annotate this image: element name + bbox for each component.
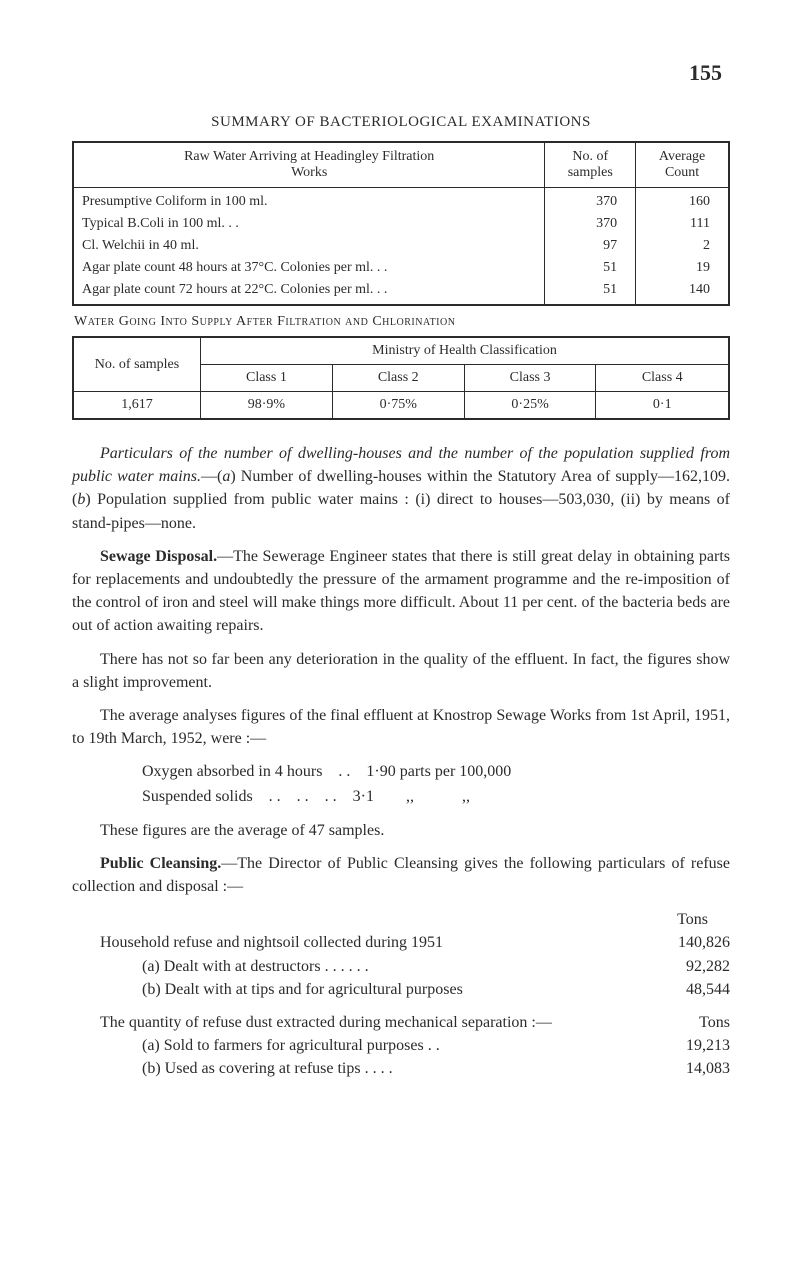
sewage-heading: Sewage Disposal. (100, 548, 217, 565)
t2-h-samples: No. of samples (73, 337, 201, 392)
t1-body: Presumptive Coliform in 100 ml. 370 160 … (73, 188, 729, 306)
table-row: 1,617 98·9% 0·75% 0·25% 0·1 (73, 392, 729, 420)
list-item: (a) Dealt with at destructors . . . . . … (72, 955, 730, 978)
household-line: Household refuse and nightsoil collected… (72, 931, 443, 954)
tons-block-1: Tons Household refuse and nightsoil coll… (72, 908, 730, 1001)
household-val: 140,826 (650, 931, 730, 954)
list-item: (a) Sold to farmers for agricultural pur… (72, 1034, 730, 1057)
dealt-a: (a) Dealt with at destructors . . . . . … (72, 955, 369, 978)
t2-v-c4: 0·1 (596, 392, 729, 420)
list-item: (b) Used as covering at refuse tips . . … (72, 1057, 730, 1080)
table-row: Agar plate count 72 hours at 22°C. Colon… (73, 279, 729, 305)
dealt-b-val: 48,544 (650, 978, 730, 1001)
t2-h-c4: Class 4 (596, 365, 729, 392)
t1-c3: 160 (636, 188, 729, 214)
t1-c3: 140 (636, 279, 729, 305)
t2-title: Water Going Into Supply After Filtration… (74, 314, 730, 330)
t1-c2: 51 (545, 257, 636, 279)
para-effluent: There has not so far been any deteriorat… (72, 648, 730, 694)
t1-c2: 370 (545, 213, 636, 235)
qty-row: The quantity of refuse dust extracted du… (72, 1011, 730, 1034)
used-b: (b) Used as covering at refuse tips . . … (72, 1057, 393, 1080)
t1-c2: 370 (545, 188, 636, 214)
tons-header: Tons (72, 908, 730, 931)
table-row: Agar plate count 48 hours at 37°C. Colon… (73, 257, 729, 279)
table-row: Presumptive Coliform in 100 ml. 370 160 (73, 188, 729, 214)
table-row: No. of samples Ministry of Health Classi… (73, 337, 729, 365)
t2-ministry-head: Ministry of Health Classification (201, 337, 730, 365)
t1-label: Cl. Welchii in 40 ml. (73, 235, 545, 257)
t1-header-main: Raw Water Arriving at Headingley Filtrat… (73, 142, 545, 188)
t1-c2: 97 (545, 235, 636, 257)
t1-c3: 2 (636, 235, 729, 257)
t2-h-c3: Class 3 (464, 365, 596, 392)
para-sewage: Sewage Disposal.—The Sewerage Engineer s… (72, 545, 730, 638)
t1-c3: 111 (636, 213, 729, 235)
table-row: Typical B.Coli in 100 ml. . . 370 111 (73, 213, 729, 235)
para-47: These figures are the average of 47 samp… (72, 819, 730, 842)
t2-v-samples: 1,617 (73, 392, 201, 420)
summary-title: SUMMARY OF BACTERIOLOGICAL EXAMINATIONS (72, 114, 730, 131)
t1-header-main-l2: Works (291, 165, 327, 180)
dealt-a-val: 92,282 (650, 955, 730, 978)
t1-c2: 51 (545, 279, 636, 305)
t2-h-c1: Class 1 (201, 365, 333, 392)
document-page: 155 SUMMARY OF BACTERIOLOGICAL EXAMINATI… (0, 0, 800, 1141)
para-particulars: Particulars of the number of dwelling-ho… (72, 442, 730, 535)
t1-label: Typical B.Coli in 100 ml. . . (73, 213, 545, 235)
t2-v-c2: 0·75% (332, 392, 464, 420)
t1-header-main-l1: Raw Water Arriving at Headingley Filtrat… (184, 149, 434, 164)
tons-header-2: Tons (650, 1011, 730, 1034)
dealt-b: (b) Dealt with at tips and for agricultu… (72, 978, 463, 1001)
t2-v-c1: 98·9% (201, 392, 333, 420)
classification-table: No. of samples Ministry of Health Classi… (72, 336, 730, 420)
t2-v-c3: 0·25% (464, 392, 596, 420)
t1-label: Presumptive Coliform in 100 ml. (73, 188, 545, 214)
table-row: Cl. Welchii in 40 ml. 97 2 (73, 235, 729, 257)
para-qty: The quantity of refuse dust extracted du… (72, 1011, 650, 1034)
sold-a-val: 19,213 (650, 1034, 730, 1057)
bacteriological-table: Raw Water Arriving at Headingley Filtrat… (72, 141, 730, 306)
list-item: (b) Dealt with at tips and for agricultu… (72, 978, 730, 1001)
para-knostrop: The average analyses figures of the fina… (72, 704, 730, 750)
list-item: Household refuse and nightsoil collected… (72, 931, 730, 954)
t2-h-c2: Class 2 (332, 365, 464, 392)
cleansing-heading: Public Cleansing. (100, 855, 221, 872)
suspended-line: Suspended solids . . . . . . 3·1 ,, ,, (142, 785, 730, 808)
tons-block-2: The quantity of refuse dust extracted du… (72, 1011, 730, 1081)
t1-header-samples: No. ofsamples (545, 142, 636, 188)
t1-label: Agar plate count 48 hours at 37°C. Colon… (73, 257, 545, 279)
page-number: 155 (72, 60, 730, 86)
used-b-val: 14,083 (650, 1057, 730, 1080)
oxygen-line: Oxygen absorbed in 4 hours . . 1·90 part… (142, 760, 730, 783)
sold-a: (a) Sold to farmers for agricultural pur… (72, 1034, 440, 1057)
t1-header-count: AverageCount (636, 142, 729, 188)
t1-label: Agar plate count 72 hours at 22°C. Colon… (73, 279, 545, 305)
para-cleansing: Public Cleansing.—The Director of Public… (72, 852, 730, 898)
t1-c3: 19 (636, 257, 729, 279)
